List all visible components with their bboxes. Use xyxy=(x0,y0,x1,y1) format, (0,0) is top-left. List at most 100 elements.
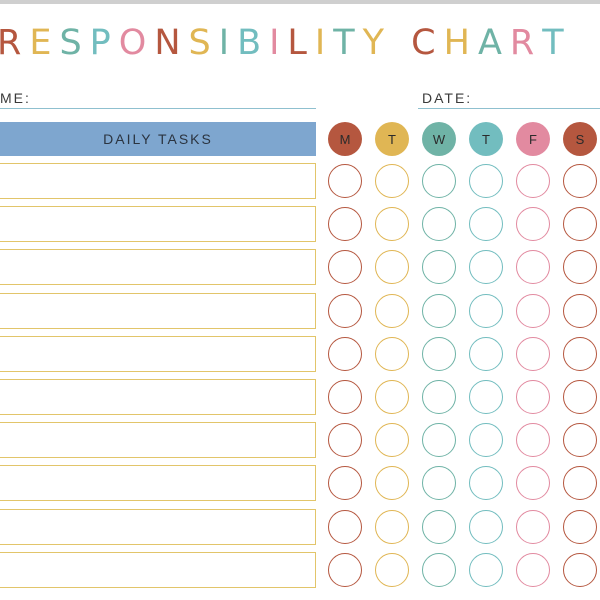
check-circle[interactable] xyxy=(563,509,597,544)
check-circle[interactable] xyxy=(516,336,550,371)
task-row[interactable] xyxy=(0,163,316,199)
check-circle[interactable] xyxy=(469,250,503,285)
title-letter: N xyxy=(154,23,189,63)
check-circle[interactable] xyxy=(328,466,362,501)
day-badge: T xyxy=(375,122,409,156)
day-badge: M xyxy=(328,122,362,156)
check-circle[interactable] xyxy=(422,250,456,285)
day-badge: S xyxy=(563,122,597,156)
title-letter xyxy=(392,18,411,68)
check-circle[interactable] xyxy=(375,423,409,458)
check-circle[interactable] xyxy=(469,423,503,458)
check-circle[interactable] xyxy=(422,552,456,587)
check-circle[interactable] xyxy=(328,293,362,328)
check-circle[interactable] xyxy=(469,164,503,198)
chart-title: RESPONSIBILITY CHART xyxy=(0,18,572,68)
check-circle[interactable] xyxy=(375,380,409,414)
check-circle[interactable] xyxy=(375,293,409,328)
check-circle[interactable] xyxy=(328,207,362,242)
task-row[interactable] xyxy=(0,551,316,588)
check-circle[interactable] xyxy=(516,552,550,587)
check-circle[interactable] xyxy=(563,293,597,328)
check-circle[interactable] xyxy=(516,380,550,414)
check-circle[interactable] xyxy=(328,250,362,285)
title-letter: A xyxy=(477,23,510,63)
check-circle[interactable] xyxy=(375,466,409,501)
check-circle[interactable] xyxy=(469,336,503,371)
check-circle[interactable] xyxy=(563,250,597,285)
check-circle[interactable] xyxy=(469,207,503,242)
day-badge: W xyxy=(422,122,456,156)
title-letter: S xyxy=(59,23,90,63)
day-badge: T xyxy=(469,122,503,156)
check-circle[interactable] xyxy=(328,552,362,587)
check-circle[interactable] xyxy=(422,293,456,328)
check-circle[interactable] xyxy=(328,336,362,371)
check-circle[interactable] xyxy=(563,466,597,501)
top-border xyxy=(0,0,600,4)
name-label: ME: xyxy=(0,90,31,106)
check-circle[interactable] xyxy=(375,336,409,371)
task-row[interactable] xyxy=(0,379,316,415)
check-circle[interactable] xyxy=(469,509,503,544)
title-letter: I xyxy=(314,23,334,63)
title-letter: T xyxy=(542,23,572,63)
check-circle[interactable] xyxy=(422,164,456,198)
date-line[interactable] xyxy=(418,108,600,109)
check-circle[interactable] xyxy=(328,380,362,414)
check-circle[interactable] xyxy=(516,207,550,242)
check-circle[interactable] xyxy=(422,466,456,501)
check-circle[interactable] xyxy=(469,466,503,501)
check-circle[interactable] xyxy=(422,423,456,458)
check-circle[interactable] xyxy=(469,552,503,587)
task-row[interactable] xyxy=(0,422,316,459)
title-letter: P xyxy=(89,23,119,63)
check-circle[interactable] xyxy=(375,552,409,587)
task-row[interactable] xyxy=(0,465,316,502)
check-circle[interactable] xyxy=(328,423,362,458)
title-letter: I xyxy=(218,23,238,63)
check-circle[interactable] xyxy=(516,293,550,328)
check-circle[interactable] xyxy=(563,380,597,414)
name-line[interactable] xyxy=(0,108,316,109)
check-circle[interactable] xyxy=(422,207,456,242)
title-letter: T xyxy=(333,23,363,63)
title-letter: O xyxy=(118,23,155,63)
check-circle[interactable] xyxy=(422,336,456,371)
check-circle[interactable] xyxy=(516,466,550,501)
check-circle[interactable] xyxy=(563,552,597,587)
title-letter: H xyxy=(443,23,478,63)
task-row[interactable] xyxy=(0,292,316,329)
check-circle[interactable] xyxy=(563,336,597,371)
check-circle[interactable] xyxy=(516,250,550,285)
title-letter: C xyxy=(411,23,444,63)
check-circle[interactable] xyxy=(328,509,362,544)
task-row[interactable] xyxy=(0,206,316,243)
date-label: DATE: xyxy=(422,90,473,106)
task-row[interactable] xyxy=(0,335,316,372)
check-circle[interactable] xyxy=(422,509,456,544)
day-badge: F xyxy=(516,122,550,156)
check-circle[interactable] xyxy=(375,509,409,544)
title-letter: R xyxy=(509,23,543,63)
daily-tasks-header: DAILY TASKS xyxy=(0,122,316,156)
check-circle[interactable] xyxy=(375,164,409,198)
check-circle[interactable] xyxy=(563,423,597,458)
title-letter: B xyxy=(237,23,270,63)
task-row[interactable] xyxy=(0,249,316,286)
title-letter: Y xyxy=(362,23,393,63)
check-circle[interactable] xyxy=(516,423,550,458)
check-circle[interactable] xyxy=(469,380,503,414)
title-letter: L xyxy=(287,23,315,63)
check-circle[interactable] xyxy=(563,164,597,198)
check-circle[interactable] xyxy=(375,250,409,285)
check-circle[interactable] xyxy=(422,380,456,414)
check-circle[interactable] xyxy=(328,164,362,198)
check-circle[interactable] xyxy=(516,509,550,544)
check-circle[interactable] xyxy=(469,293,503,328)
title-letter: I xyxy=(269,23,288,63)
check-circle[interactable] xyxy=(563,207,597,242)
check-circle[interactable] xyxy=(516,164,550,198)
check-circle[interactable] xyxy=(375,207,409,242)
task-row[interactable] xyxy=(0,508,316,545)
